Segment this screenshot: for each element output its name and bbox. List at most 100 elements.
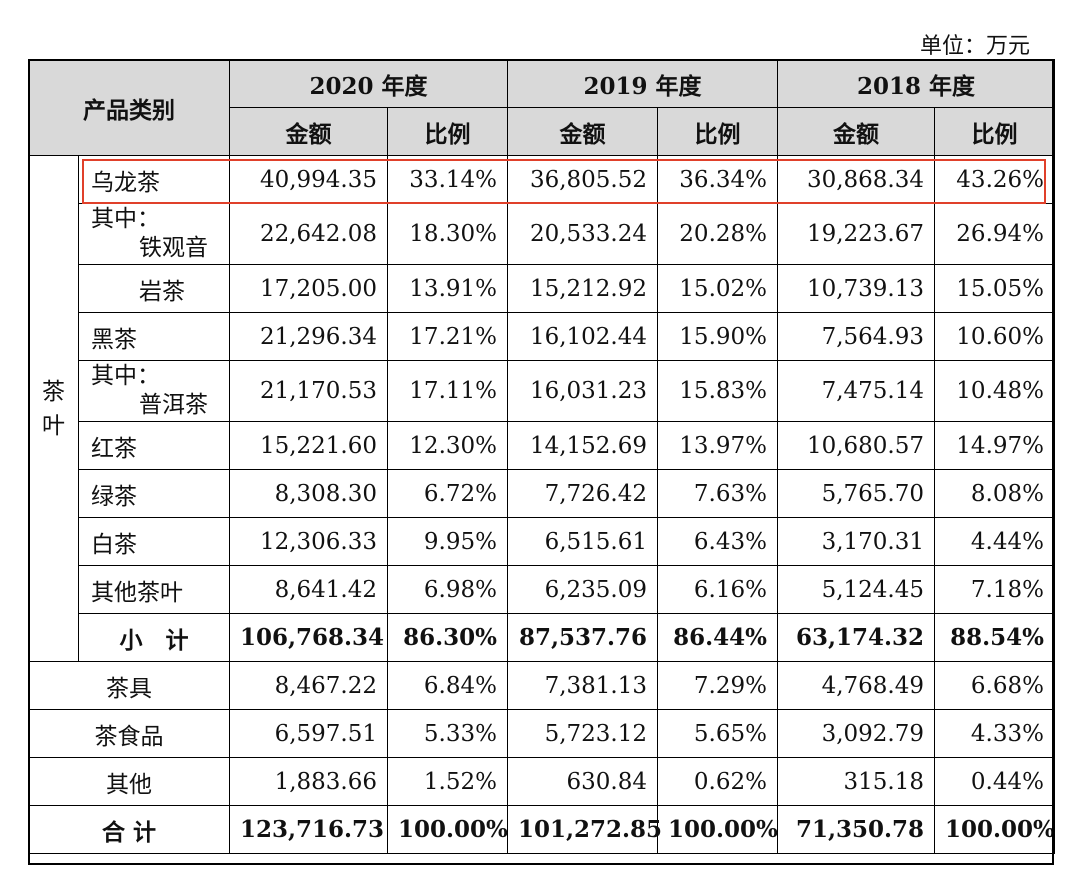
cell-value: 40,994.35 [229, 155, 388, 204]
cell-value: 6,597.51 [229, 709, 388, 758]
header-row-years: 产品类别 2020 年度 2019 年度 2018 年度 [28, 59, 1055, 156]
table-row: 其中： 铁观音 22,642.08 18.30% 20,533.24 20.28… [29, 203, 1055, 265]
cell-value: 86.30% [387, 613, 508, 662]
header-ratio: 比例 [387, 107, 508, 156]
cell-value: 8,467.22 [229, 661, 388, 710]
cell-value: 6.43% [657, 517, 778, 566]
cell-value: 101,272.85 [507, 805, 662, 854]
cell-value: 6,235.09 [507, 565, 658, 614]
table-row: 绿茶 8,308.30 6.72% 7,726.42 7.63% 5,765.7… [29, 469, 1055, 518]
row-label: 小 计 [78, 613, 230, 662]
table-row: 茶具 8,467.22 6.84% 7,381.13 7.29% 4,768.4… [28, 661, 1055, 710]
table-row: 岩茶 17,205.00 13.91% 15,212.92 15.02% 10,… [29, 264, 1055, 313]
cell-value: 15.02% [657, 264, 778, 313]
cell-value: 0.44% [934, 757, 1055, 806]
cell-value: 33.14% [387, 155, 508, 204]
cell-value: 9.95% [387, 517, 508, 566]
cell-value: 7,726.42 [507, 469, 658, 518]
cell-value: 10.60% [934, 312, 1055, 361]
header-row-metrics: 金额 比例 金额 比例 金额 比例 [29, 107, 1055, 156]
row-label-line2: 铁观音 [139, 235, 208, 261]
cell-value: 88.54% [934, 613, 1055, 662]
row-label: 黑茶 [78, 312, 230, 361]
table-row: 茶 叶 乌龙茶 40,994.35 33.14% 36,805.52 36.34… [28, 155, 1055, 662]
tea-group-char-2: 叶 [42, 412, 65, 439]
cell-value: 26.94% [934, 203, 1055, 265]
cell-value: 21,296.34 [229, 312, 388, 361]
cell-value: 7,564.93 [777, 312, 935, 361]
cell-value: 1.52% [387, 757, 508, 806]
cell-value: 7.29% [657, 661, 778, 710]
header-ratio: 比例 [657, 107, 778, 156]
table-row: 其中： 普洱茶 21,170.53 17.11% 16,031.23 15.83… [29, 360, 1055, 422]
header-category: 产品类别 [28, 59, 230, 156]
cell-value: 1,883.66 [229, 757, 388, 806]
cell-value: 10.48% [934, 360, 1055, 422]
row-label: 茶具 [28, 661, 230, 710]
cell-value: 10,680.57 [777, 421, 935, 470]
cell-value: 6.98% [387, 565, 508, 614]
cell-value: 5,765.70 [777, 469, 935, 518]
cell-value: 4.44% [934, 517, 1055, 566]
header-year-2019: 2019 年度 [507, 59, 778, 108]
cell-value: 30,868.34 [777, 155, 935, 204]
cell-value: 63,174.32 [777, 613, 935, 662]
cell-value: 7.18% [934, 565, 1055, 614]
cell-value: 15.90% [657, 312, 778, 361]
cell-value: 5.33% [387, 709, 508, 758]
cell-value: 12.30% [387, 421, 508, 470]
header-year-2020: 2020 年度 [229, 59, 508, 108]
tea-group-label: 茶 叶 [28, 155, 79, 662]
header-amount: 金额 [229, 107, 388, 156]
cell-value: 315.18 [777, 757, 935, 806]
cell-value: 4.33% [934, 709, 1055, 758]
cell-value: 12,306.33 [229, 517, 388, 566]
cell-value: 17,205.00 [229, 264, 388, 313]
cell-value: 6.72% [387, 469, 508, 518]
header-amount: 金额 [777, 107, 935, 156]
row-label: 其他茶叶 [78, 565, 230, 614]
cell-value: 6,515.61 [507, 517, 658, 566]
cell-value: 71,350.78 [777, 805, 935, 854]
row-label-line2: 普洱茶 [139, 392, 208, 418]
subtotal-row: 小 计 106,768.34 86.30% 87,537.76 86.44% 6… [29, 613, 1055, 662]
cell-value: 15.83% [657, 360, 778, 422]
cell-value: 8.08% [934, 469, 1055, 518]
table-row: 黑茶 21,296.34 17.21% 16,102.44 15.90% 7,5… [29, 312, 1055, 361]
row-label: 其中： 铁观音 [78, 203, 230, 265]
table-row: 其他 1,883.66 1.52% 630.84 0.62% 315.18 0.… [28, 757, 1055, 806]
cell-value: 10,739.13 [777, 264, 935, 313]
cell-value: 87,537.76 [507, 613, 658, 662]
table-row: 红茶 15,221.60 12.30% 14,152.69 13.97% 10,… [29, 421, 1055, 470]
cell-value: 15,221.60 [229, 421, 388, 470]
cell-value: 106,768.34 [229, 613, 388, 662]
header-year-2018: 2018 年度 [777, 59, 1055, 108]
cell-value: 7,381.13 [507, 661, 658, 710]
table-row: 白茶 12,306.33 9.95% 6,515.61 6.43% 3,170.… [29, 517, 1055, 566]
cell-value: 3,170.31 [777, 517, 935, 566]
table-row: 其他茶叶 8,641.42 6.98% 6,235.09 6.16% 5,124… [29, 565, 1055, 614]
cell-value: 86.44% [657, 613, 778, 662]
cell-value: 20,533.24 [507, 203, 658, 265]
cell-value: 15.05% [934, 264, 1055, 313]
total-row: 合 计 123,716.73 100.00% 101,272.85 100.00… [28, 805, 1055, 854]
tea-group-char-1: 茶 [42, 378, 65, 405]
cell-value: 4,768.49 [777, 661, 935, 710]
cell-value: 100.00% [657, 805, 778, 854]
cell-value: 5.65% [657, 709, 778, 758]
cell-value: 16,031.23 [507, 360, 658, 422]
row-label: 绿茶 [78, 469, 230, 518]
cell-value: 7,475.14 [777, 360, 935, 422]
cell-value: 100.00% [934, 805, 1055, 854]
cell-value: 7.63% [657, 469, 778, 518]
header-ratio: 比例 [934, 107, 1055, 156]
row-label: 红茶 [78, 421, 230, 470]
cell-value: 0.62% [657, 757, 778, 806]
cell-value: 6.84% [387, 661, 508, 710]
cell-value: 6.68% [934, 661, 1055, 710]
cell-value: 43.26% [934, 155, 1055, 204]
row-label-line1: 其中： [91, 206, 160, 232]
cell-value: 21,170.53 [229, 360, 388, 422]
cell-value: 16,102.44 [507, 312, 658, 361]
cell-value: 36,805.52 [507, 155, 658, 204]
